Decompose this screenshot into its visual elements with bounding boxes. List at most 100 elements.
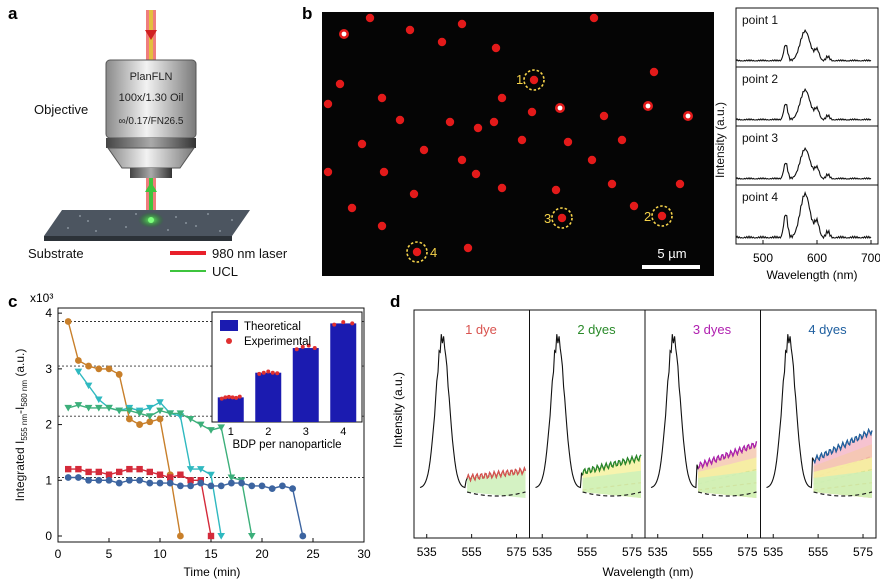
nanoparticle-spot	[529, 75, 539, 85]
panel-b-spectra: Intensity (a.u.) point 1 point 2 point 3 po…	[713, 7, 880, 282]
inset-bar	[255, 372, 282, 422]
spectrum-curve	[735, 146, 872, 180]
nanoparticle-spot	[463, 243, 473, 253]
spectrum-curve	[735, 28, 872, 62]
x-tick-label: 555	[462, 545, 482, 559]
x-tick-label: 535	[648, 545, 668, 559]
data-point	[85, 468, 92, 476]
spectra-xtick-500: 500	[753, 251, 773, 265]
data-point	[115, 407, 123, 415]
data-point	[95, 396, 103, 404]
inset-experimental-dot	[219, 396, 224, 401]
nanoparticle-spot	[412, 247, 422, 257]
laser-arrow-down-icon	[145, 30, 157, 40]
nanoparticle-spot	[589, 13, 599, 23]
data-point	[197, 421, 205, 429]
inset-legend-dot-swatch	[226, 338, 232, 344]
data-point	[156, 471, 164, 478]
nanoparticle-spot	[551, 185, 561, 195]
inset-experimental-dot	[300, 344, 305, 349]
x-tick-label: 15	[204, 547, 218, 561]
spectrum-frame	[735, 184, 879, 245]
inset-experimental-dot	[312, 346, 317, 351]
data-point	[227, 474, 236, 482]
data-point	[105, 476, 113, 484]
svg-text:1: 1	[516, 72, 523, 87]
data-point	[228, 479, 235, 487]
data-point	[105, 365, 113, 373]
data-point	[299, 532, 307, 540]
point-marker-3: 3	[544, 207, 573, 229]
data-point	[125, 476, 133, 484]
data-point	[166, 479, 174, 487]
data-point	[156, 407, 164, 415]
nanoparticle-spot	[347, 203, 357, 213]
x-tick-label: 575	[507, 545, 527, 559]
x-tick-label: 575	[622, 545, 642, 559]
inset-experimental-dot	[294, 347, 299, 352]
data-point	[268, 485, 276, 493]
y-tick-label: 3	[45, 362, 52, 376]
data-point	[238, 479, 246, 487]
x-tick-label: 575	[853, 545, 873, 559]
data-point	[197, 466, 205, 473]
point-marker-2: 2	[644, 205, 673, 227]
data-point	[74, 402, 83, 409]
data-point	[146, 479, 154, 487]
y-tick-label: 4	[45, 306, 52, 320]
data-point	[75, 357, 82, 364]
spectra-xtick-600: 600	[807, 251, 827, 265]
inset-bar	[217, 397, 244, 422]
objective-label: Objective	[34, 102, 88, 117]
panel-d-title: 1 dye	[465, 322, 497, 337]
data-point	[217, 533, 225, 540]
data-point	[95, 404, 103, 412]
svg-text:2: 2	[644, 209, 651, 224]
panel-c-xlabel: Time (min)	[184, 565, 241, 579]
data-point	[177, 532, 184, 540]
x-tick-label: 30	[357, 547, 371, 561]
inset-experimental-dot	[306, 343, 311, 348]
data-point	[65, 465, 72, 473]
data-point	[146, 418, 154, 426]
inset-x-tick-label: 4	[340, 426, 346, 438]
data-point	[115, 479, 123, 487]
nanoparticle-spot	[409, 189, 419, 199]
data-point	[176, 410, 185, 418]
nanoparticle-spot	[557, 213, 567, 223]
panel-d-title: 3 dyes	[693, 322, 732, 337]
nanoparticle-spot	[497, 93, 507, 103]
x-tick-label: 10	[153, 547, 167, 561]
dye-fill-area	[813, 470, 872, 498]
x-tick-label: 575	[738, 545, 758, 559]
nanoparticle-spot	[395, 115, 405, 125]
data-point	[84, 404, 93, 412]
inset-experimental-dot	[261, 370, 266, 375]
nanoparticle-spot	[489, 117, 499, 127]
data-point	[136, 421, 144, 428]
data-point	[125, 415, 133, 423]
inset-xlabel: BDP per nanoparticle	[232, 439, 341, 451]
data-point	[95, 365, 103, 373]
spectra-ylabel: Intensity (a.u.)	[713, 102, 727, 178]
data-point	[135, 410, 144, 418]
spectrum-tail	[466, 465, 527, 483]
y-tick-label: 1	[45, 473, 52, 487]
inset-experimental-dot	[341, 320, 346, 325]
x-tick-label: 535	[763, 545, 783, 559]
spectra-xtick-700: 700	[861, 251, 880, 265]
panel-d-title: 4 dyes	[808, 322, 847, 337]
data-point	[167, 474, 174, 481]
inset-experimental-dot	[226, 394, 231, 399]
x-tick-label: 5	[106, 547, 113, 561]
data-point	[156, 479, 164, 487]
nanoparticle-spot	[323, 99, 333, 109]
panel-c-multiplier: x10³	[30, 291, 53, 305]
data-point	[187, 482, 195, 490]
spectrum-curve	[419, 334, 527, 489]
inset-x-tick-label: 1	[228, 426, 234, 438]
point-marker-1: 1	[516, 69, 545, 91]
panel-label-d: d	[390, 292, 401, 311]
inset-experimental-dot	[350, 321, 355, 326]
nanoparticle-spot	[335, 79, 345, 89]
